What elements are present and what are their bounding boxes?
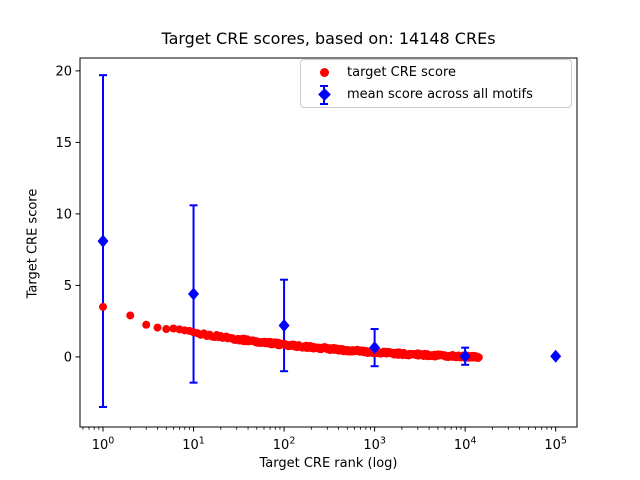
svg-text:104: 104 xyxy=(454,436,477,454)
svg-text:15: 15 xyxy=(55,136,72,151)
red-circle-icon xyxy=(319,68,329,77)
blue-diamond-errorbar-icon xyxy=(317,84,331,105)
legend-marker-cell xyxy=(301,68,347,77)
legend-item-mean-score: mean score across all motifs xyxy=(301,84,571,106)
svg-text:105: 105 xyxy=(544,436,567,454)
svg-text:101: 101 xyxy=(182,436,205,454)
svg-text:103: 103 xyxy=(363,436,386,454)
x-axis-minor-ticks xyxy=(82,427,552,430)
svg-text:5: 5 xyxy=(64,279,72,294)
plot-area xyxy=(79,57,578,428)
svg-text:0: 0 xyxy=(64,350,72,365)
legend: target CRE score mean score across all m… xyxy=(300,59,572,108)
y-axis-tick-labels: 0 5 10 15 20 xyxy=(55,64,72,365)
legend-item-target-cre-score: target CRE score xyxy=(301,62,571,84)
svg-text:100: 100 xyxy=(92,436,115,454)
y-axis-ticks xyxy=(75,70,80,358)
legend-label: target CRE score xyxy=(347,65,457,80)
x-axis-tick-labels: 100 101 102 103 104 105 xyxy=(92,436,567,454)
mean-score-diamond-markers xyxy=(97,234,562,363)
svg-text:20: 20 xyxy=(55,64,72,79)
x-axis-label: Target CRE rank (log) xyxy=(259,456,398,471)
chart-title: Target CRE scores, based on: 14148 CREs xyxy=(161,29,496,48)
legend-label: mean score across all motifs xyxy=(347,87,533,102)
y-axis-label: Target CRE score xyxy=(25,188,41,299)
x-axis-major-ticks xyxy=(102,427,557,432)
target-cre-score-points xyxy=(99,302,483,363)
svg-text:10: 10 xyxy=(55,207,72,222)
svg-text:102: 102 xyxy=(273,436,296,454)
legend-marker-cell xyxy=(301,84,347,105)
